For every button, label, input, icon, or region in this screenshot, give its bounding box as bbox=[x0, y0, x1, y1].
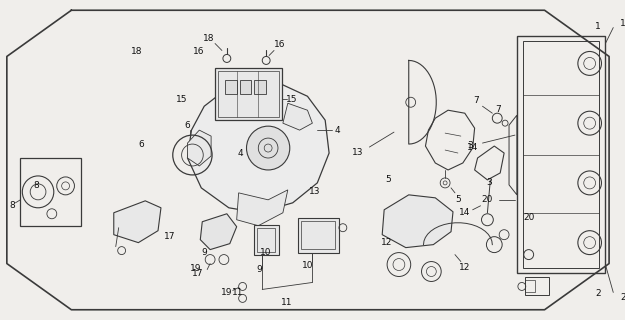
Text: 7: 7 bbox=[472, 96, 479, 105]
Text: 17: 17 bbox=[192, 269, 203, 278]
Text: 3: 3 bbox=[486, 178, 492, 187]
Text: 8: 8 bbox=[9, 201, 16, 210]
Bar bbox=[215, 68, 282, 120]
Text: 10: 10 bbox=[261, 248, 272, 257]
Text: 12: 12 bbox=[381, 238, 392, 247]
Bar bbox=[218, 71, 279, 117]
Text: 14: 14 bbox=[459, 208, 471, 217]
Bar bbox=[301, 221, 335, 249]
Text: 1: 1 bbox=[595, 22, 601, 31]
Text: 15: 15 bbox=[176, 95, 187, 104]
Text: 8: 8 bbox=[34, 181, 39, 190]
Bar bbox=[254, 225, 279, 255]
Text: 12: 12 bbox=[459, 263, 471, 272]
Circle shape bbox=[246, 126, 290, 170]
Text: 3: 3 bbox=[467, 140, 472, 149]
Bar bbox=[517, 36, 606, 273]
Text: 9: 9 bbox=[256, 265, 262, 274]
Polygon shape bbox=[114, 201, 161, 243]
Text: 14: 14 bbox=[467, 143, 478, 152]
Polygon shape bbox=[237, 190, 288, 226]
Text: 4: 4 bbox=[334, 126, 340, 135]
Bar bbox=[239, 80, 251, 94]
Text: 18: 18 bbox=[203, 34, 215, 43]
Text: 10: 10 bbox=[302, 261, 313, 270]
Bar bbox=[298, 218, 339, 252]
Bar bbox=[258, 228, 275, 252]
Text: 13: 13 bbox=[309, 188, 321, 196]
Bar bbox=[522, 41, 599, 268]
Text: 13: 13 bbox=[352, 148, 363, 156]
Bar bbox=[254, 80, 266, 94]
Text: 2: 2 bbox=[620, 293, 625, 302]
Text: 15: 15 bbox=[286, 95, 298, 104]
Text: 20: 20 bbox=[524, 213, 535, 222]
Polygon shape bbox=[382, 195, 453, 248]
Polygon shape bbox=[188, 80, 329, 213]
Text: 19: 19 bbox=[191, 264, 202, 273]
Text: 6: 6 bbox=[138, 140, 144, 148]
Polygon shape bbox=[283, 103, 312, 130]
Text: 1: 1 bbox=[620, 19, 625, 28]
Polygon shape bbox=[188, 130, 211, 166]
Bar bbox=[525, 277, 549, 295]
Text: 5: 5 bbox=[385, 175, 391, 184]
Bar bbox=[525, 280, 534, 292]
Text: 4: 4 bbox=[238, 149, 243, 158]
Text: 16: 16 bbox=[193, 47, 204, 56]
Text: 7: 7 bbox=[496, 105, 501, 114]
Text: 6: 6 bbox=[184, 121, 191, 130]
Text: 16: 16 bbox=[274, 40, 286, 49]
Text: 20: 20 bbox=[482, 195, 493, 204]
Text: 19: 19 bbox=[221, 288, 232, 297]
Text: 18: 18 bbox=[131, 47, 143, 56]
Text: 11: 11 bbox=[231, 288, 243, 297]
Text: 9: 9 bbox=[202, 248, 208, 257]
Polygon shape bbox=[200, 214, 237, 250]
Text: 5: 5 bbox=[455, 195, 461, 204]
Bar bbox=[21, 158, 81, 226]
Text: 2: 2 bbox=[595, 289, 601, 298]
Bar bbox=[225, 80, 237, 94]
Text: 17: 17 bbox=[164, 232, 176, 241]
Text: 11: 11 bbox=[281, 298, 292, 307]
